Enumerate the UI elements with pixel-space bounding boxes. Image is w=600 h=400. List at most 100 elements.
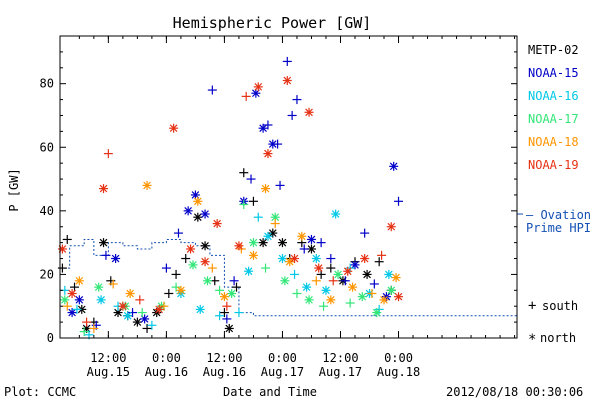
marker-stroke <box>203 276 212 285</box>
marker-stroke <box>264 149 272 158</box>
ovation-layer <box>60 213 523 317</box>
data-point-north <box>263 231 273 241</box>
marker-stroke <box>307 235 316 244</box>
data-point-south <box>207 263 217 273</box>
data-point-south <box>239 168 249 178</box>
x-tick-date-label: Aug.18 <box>377 365 420 379</box>
data-point-south <box>108 279 118 289</box>
plot-timestamp: 2012/08/18 00:30:06 <box>446 385 583 399</box>
data-point-north <box>333 269 343 279</box>
data-point-north <box>360 254 370 264</box>
data-point-south <box>128 308 138 318</box>
data-point-south <box>326 263 336 273</box>
marker-stroke <box>169 124 178 133</box>
legend-south-label: south <box>542 299 578 313</box>
marker-stroke <box>143 181 151 190</box>
data-point-south <box>142 323 152 333</box>
marker-stroke <box>213 219 221 228</box>
data-point-north <box>304 107 314 117</box>
data-point-north <box>357 292 367 302</box>
data-point-south <box>70 282 80 292</box>
data-point-north <box>263 149 273 159</box>
data-point-north <box>183 206 193 216</box>
marker-stroke <box>387 222 396 231</box>
data-point-north <box>304 295 314 305</box>
y-tick-label: 80 <box>40 77 54 91</box>
data-point-north <box>379 295 389 305</box>
data-point-south <box>319 301 329 311</box>
marker-stroke <box>312 254 321 263</box>
data-point-north <box>270 212 280 222</box>
data-point-north <box>302 282 312 292</box>
data-point-north <box>142 180 152 190</box>
marker-stroke <box>249 238 258 247</box>
x-tick-time-label: 12:00 <box>206 351 242 365</box>
data-point-north <box>195 304 205 314</box>
data-point-north <box>314 263 324 273</box>
data-point-north <box>169 123 179 133</box>
data-point-north <box>306 234 316 244</box>
marker-stroke <box>244 267 253 276</box>
marker-stroke <box>220 292 229 301</box>
data-point-south <box>173 228 183 238</box>
data-point-north <box>200 241 210 251</box>
data-point-south <box>241 91 251 101</box>
x-tick-time-label: 0:00 <box>268 351 297 365</box>
marker-stroke <box>326 296 335 304</box>
marker-stroke <box>307 245 316 253</box>
marker-stroke <box>281 276 289 285</box>
x-tick-time-label: 0:00 <box>152 351 181 365</box>
y-tick-label: 40 <box>40 204 54 218</box>
legend-series-label: NOAA-18 <box>528 135 579 149</box>
legend-series-label: NOAA-17 <box>528 112 579 126</box>
y-tick-label: 20 <box>40 267 54 281</box>
data-point-south <box>367 288 377 298</box>
data-point-north <box>193 196 203 206</box>
ovation-legend-line2: Prime HPI <box>526 221 591 235</box>
data-point-south <box>234 308 244 318</box>
data-point-north <box>372 308 382 318</box>
marker-stroke <box>225 324 234 333</box>
data-point-south <box>79 327 89 337</box>
data-point-south <box>261 263 271 273</box>
data-point-north <box>200 209 210 219</box>
x-tick-date-label: Aug.16 <box>145 365 188 379</box>
data-point-south <box>207 85 217 95</box>
marker-stroke <box>194 197 202 206</box>
marker-stroke <box>75 296 84 304</box>
marker-stroke <box>111 254 120 263</box>
x-axis-label: Date and Time <box>223 385 317 399</box>
data-point-north <box>311 254 321 264</box>
marker-stroke <box>133 318 142 326</box>
data-point-north <box>277 254 287 264</box>
data-point-south <box>161 263 171 273</box>
marker-stroke <box>184 207 192 215</box>
marker-stroke <box>259 238 267 247</box>
marker-stroke <box>201 210 209 218</box>
marker-stroke <box>290 254 299 263</box>
data-point-north <box>186 244 196 254</box>
data-point-north <box>258 238 268 248</box>
marker-stroke <box>99 184 108 193</box>
data-point-north <box>200 257 210 267</box>
data-point-north <box>386 222 396 232</box>
data-point-north <box>57 244 67 254</box>
data-point-south <box>273 139 283 149</box>
data-point-south <box>82 317 92 327</box>
data-point-north <box>394 292 404 302</box>
marker-stroke <box>119 302 127 311</box>
data-point-north <box>248 250 258 260</box>
marker-stroke <box>140 315 149 323</box>
data-point-south <box>72 304 82 314</box>
marker-stroke <box>201 257 209 266</box>
data-point-north <box>99 184 109 194</box>
ovation-hpi-line <box>60 238 517 317</box>
marker-stroke <box>264 232 272 241</box>
data-point-south <box>219 308 229 318</box>
data-point-south <box>57 263 67 273</box>
data-point-south <box>222 301 232 311</box>
data-point-north <box>248 238 258 248</box>
marker-stroke <box>97 296 105 304</box>
data-point-north <box>285 257 295 267</box>
